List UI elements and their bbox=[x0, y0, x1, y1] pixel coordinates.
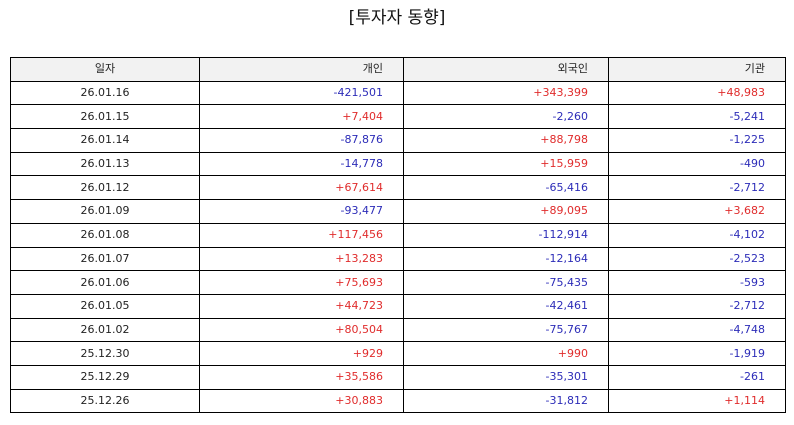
cell-date: 26.01.13 bbox=[10, 151, 200, 177]
table-row: 26.01.13 -14,778 +15,959 -490 bbox=[10, 151, 786, 177]
cell-institution: +1,114 bbox=[608, 388, 786, 414]
cell-foreign: -75,435 bbox=[403, 270, 609, 295]
cell-foreign: -2,260 bbox=[403, 104, 609, 130]
cell-foreign: -75,767 bbox=[403, 317, 609, 343]
cell-individual: +13,283 bbox=[199, 246, 404, 272]
cell-date: 25.12.29 bbox=[10, 364, 200, 390]
column-header-date: 일자 bbox=[10, 57, 200, 82]
cell-individual: +35,586 bbox=[199, 364, 404, 390]
table-row: 26.01.12 +67,614 -65,416 -2,712 bbox=[10, 175, 786, 201]
column-header-institution: 기관 bbox=[608, 57, 786, 82]
table-row: 26.01.02 +80,504 -75,767 -4,748 bbox=[10, 317, 786, 343]
table-row: 26.01.07 +13,283 -12,164 -2,523 bbox=[10, 246, 786, 272]
cell-institution: -2,523 bbox=[608, 246, 786, 272]
cell-institution: +3,682 bbox=[608, 199, 786, 224]
cell-date: 26.01.15 bbox=[10, 104, 200, 130]
cell-date: 26.01.06 bbox=[10, 270, 200, 295]
table-header-row: 일자 개인 외국인 기관 bbox=[10, 57, 786, 82]
table-row: 26.01.15 +7,404 -2,260 -5,241 bbox=[10, 104, 786, 130]
cell-institution: -261 bbox=[608, 364, 786, 390]
cell-date: 26.01.09 bbox=[10, 199, 200, 224]
cell-individual: +30,883 bbox=[199, 388, 404, 414]
column-header-foreign: 외국인 bbox=[403, 57, 609, 82]
cell-individual: -93,477 bbox=[199, 199, 404, 224]
cell-date: 26.01.12 bbox=[10, 175, 200, 201]
table-row: 25.12.29 +35,586 -35,301 -261 bbox=[10, 364, 786, 390]
cell-individual: +44,723 bbox=[199, 293, 404, 319]
table-row: 25.12.26 +30,883 -31,812 +1,114 bbox=[10, 388, 786, 414]
cell-foreign: -31,812 bbox=[403, 388, 609, 414]
table-row: 25.12.30 +929 +990 -1,919 bbox=[10, 341, 786, 366]
cell-date: 26.01.08 bbox=[10, 222, 200, 248]
table-row: 26.01.05 +44,723 -42,461 -2,712 bbox=[10, 293, 786, 319]
cell-foreign: -35,301 bbox=[403, 364, 609, 390]
cell-foreign: +990 bbox=[403, 341, 609, 366]
cell-individual: +929 bbox=[199, 341, 404, 366]
table-row: 26.01.06 +75,693 -75,435 -593 bbox=[10, 270, 786, 295]
cell-institution: -2,712 bbox=[608, 293, 786, 319]
cell-foreign: +88,798 bbox=[403, 128, 609, 153]
cell-date: 26.01.14 bbox=[10, 128, 200, 153]
cell-individual: +67,614 bbox=[199, 175, 404, 201]
cell-date: 25.12.26 bbox=[10, 388, 200, 414]
cell-foreign: +15,959 bbox=[403, 151, 609, 177]
cell-foreign: -42,461 bbox=[403, 293, 609, 319]
cell-institution: -1,919 bbox=[608, 341, 786, 366]
cell-foreign: -12,164 bbox=[403, 246, 609, 272]
cell-individual: +80,504 bbox=[199, 317, 404, 343]
column-header-individual: 개인 bbox=[199, 57, 404, 82]
cell-date: 26.01.07 bbox=[10, 246, 200, 272]
table-row: 26.01.14 -87,876 +88,798 -1,225 bbox=[10, 128, 786, 153]
table-row: 26.01.16 -421,501 +343,399 +48,983 bbox=[10, 80, 786, 106]
table-row: 26.01.08 +117,456 -112,914 -4,102 bbox=[10, 222, 786, 248]
cell-foreign: +89,095 bbox=[403, 199, 609, 224]
cell-date: 26.01.16 bbox=[10, 80, 200, 106]
page-title: [투자자 동향] bbox=[348, 8, 446, 28]
cell-foreign: +343,399 bbox=[403, 80, 609, 106]
cell-institution: -2,712 bbox=[608, 175, 786, 201]
cell-date: 25.12.30 bbox=[10, 341, 200, 366]
cell-institution: -4,748 bbox=[608, 317, 786, 343]
cell-individual: +75,693 bbox=[199, 270, 404, 295]
cell-institution: +48,983 bbox=[608, 80, 786, 106]
cell-institution: -593 bbox=[608, 270, 786, 295]
table-row: 26.01.09 -93,477 +89,095 +3,682 bbox=[10, 199, 786, 224]
table-body: 26.01.16 -421,501 +343,399 +48,983 26.01.15 +… bbox=[10, 80, 786, 414]
cell-institution: -490 bbox=[608, 151, 786, 177]
cell-foreign: -112,914 bbox=[403, 222, 609, 248]
cell-individual: +7,404 bbox=[199, 104, 404, 130]
cell-institution: -5,241 bbox=[608, 104, 786, 130]
cell-foreign: -65,416 bbox=[403, 175, 609, 201]
cell-individual: +117,456 bbox=[199, 222, 404, 248]
cell-individual: -14,778 bbox=[199, 151, 404, 177]
cell-individual: -421,501 bbox=[199, 80, 404, 106]
cell-date: 26.01.05 bbox=[10, 293, 200, 319]
cell-individual: -87,876 bbox=[199, 128, 404, 153]
cell-institution: -4,102 bbox=[608, 222, 786, 248]
investor-trend-table: 일자 개인 외국인 기관 26.01.16 -421,501 +343,399 +48… bbox=[10, 57, 786, 414]
cell-institution: -1,225 bbox=[608, 128, 786, 153]
cell-date: 26.01.02 bbox=[10, 317, 200, 343]
